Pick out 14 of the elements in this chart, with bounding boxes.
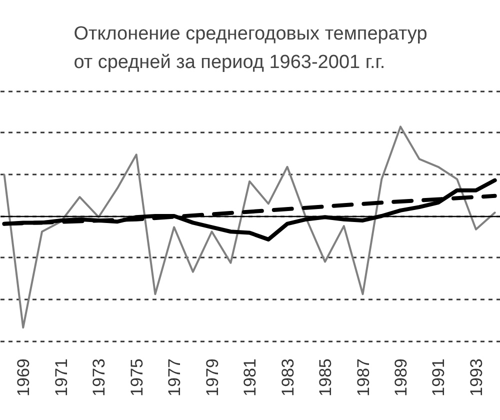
chart-title: Отклонение среднегодовых температур от средней за период 1963-2001 г.г. xyxy=(74,24,428,73)
x-tick-label: 1987 xyxy=(354,358,373,396)
x-tick-label: 1971 xyxy=(52,358,71,396)
x-tick-label: 1981 xyxy=(240,358,260,396)
x-tick-label: 1993 xyxy=(466,358,486,396)
x-tick-label: 1975 xyxy=(127,358,146,396)
x-tick-label: 1989 xyxy=(392,358,410,396)
x-tick-label: 1977 xyxy=(165,358,184,396)
x-tick-label: 1973 xyxy=(90,358,109,396)
x-tick-label: 1979 xyxy=(202,358,222,396)
x-tick-label: 1991 xyxy=(429,358,448,396)
x-tick-label: 1985 xyxy=(316,358,336,396)
x-tick-label: 1969 xyxy=(14,358,34,396)
x-tick-label: 1983 xyxy=(278,358,298,396)
